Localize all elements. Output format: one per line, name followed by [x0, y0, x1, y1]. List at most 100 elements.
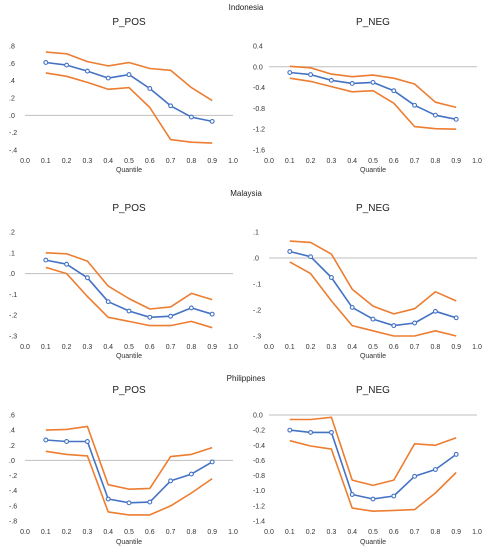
x-tick-label: 0.9: [207, 344, 217, 351]
x-tick-label: 0.4: [103, 529, 113, 536]
panel-title: P_NEG: [356, 17, 390, 28]
series-line-upper: [289, 65, 457, 109]
x-axis-label: Quantile: [116, 167, 142, 174]
x-tick-label: 0.0: [264, 158, 274, 165]
x-tick-label: 0.3: [327, 344, 337, 351]
x-tick-label: 0.0: [20, 529, 30, 536]
series-line-lower: [45, 72, 213, 144]
data-point: [412, 102, 418, 108]
y-tick-label: -.2: [253, 308, 261, 315]
data-point: [328, 77, 334, 83]
chart-panel: P_POS .2 .1 .0 -.1 -.2 -.30.0 0.1 0.2 0.3 0.4 0.5 0.…: [9, 203, 238, 360]
x-tick-label: 0.6: [389, 158, 399, 165]
x-axis-label: Quantile: [116, 539, 142, 546]
y-tick-label: .0: [253, 256, 259, 263]
data-point: [209, 118, 215, 124]
x-tick-label: 0.1: [285, 158, 295, 165]
x-tick-label: 0.5: [124, 529, 134, 536]
x-tick-label: 0.8: [187, 529, 197, 536]
data-point: [126, 72, 132, 78]
data-point: [209, 311, 215, 317]
x-tick-label: 0.9: [451, 158, 461, 165]
y-tick-label: .4: [9, 428, 15, 435]
data-point: [64, 261, 70, 267]
x-tick-label: 0.0: [264, 344, 274, 351]
series-line-lower: [289, 439, 457, 513]
data-point: [287, 249, 293, 254]
y-tick-label: -.4: [9, 488, 17, 495]
data-point: [168, 478, 174, 484]
x-axis-label: Quantile: [360, 167, 386, 174]
x-tick-label: 1.0: [472, 158, 482, 165]
y-tick-label: -0.8: [253, 106, 265, 113]
data-point: [126, 308, 132, 314]
series-line-upper: [45, 51, 213, 102]
series-line-estimate: [289, 250, 457, 327]
x-tick-label: 0.3: [327, 529, 337, 536]
x-tick-label: 0.4: [347, 344, 357, 351]
x-tick-label: 0.0: [20, 344, 30, 351]
x-tick-label: 0.5: [124, 158, 134, 165]
data-point: [43, 437, 49, 443]
data-point: [432, 308, 438, 314]
data-point: [391, 323, 397, 329]
data-point: [349, 492, 355, 497]
panel-title: P_NEG: [356, 385, 390, 396]
x-tick-label: 0.2: [306, 158, 316, 165]
data-point: [64, 439, 70, 444]
x-tick-label: 0.0: [20, 158, 30, 165]
data-point: [370, 79, 376, 85]
y-tick-label: .1: [9, 250, 15, 257]
y-tick-label: -1.6: [253, 148, 265, 155]
data-point: [209, 459, 215, 465]
x-tick-label: 0.9: [451, 529, 461, 536]
y-tick-label: .2: [9, 96, 15, 103]
x-axis-label: Quantile: [360, 539, 386, 546]
data-point: [126, 500, 132, 506]
x-tick-label: 0.5: [124, 344, 134, 351]
y-tick-label: -.2: [9, 313, 17, 320]
x-tick-label: 0.7: [166, 158, 176, 165]
y-tick-label: 0.0: [253, 413, 263, 420]
x-tick-label: 0.6: [145, 529, 155, 536]
x-tick-label: 0.3: [327, 158, 337, 165]
x-tick-label: 1.0: [228, 158, 238, 165]
data-point: [412, 320, 418, 326]
data-point: [391, 88, 397, 94]
data-point: [453, 315, 459, 321]
x-tick-label: 0.6: [389, 344, 399, 351]
data-point: [370, 316, 376, 322]
data-point: [168, 103, 174, 109]
group-title-indonesia: Indonesia: [229, 3, 264, 12]
x-tick-label: 0.5: [368, 158, 378, 165]
series-line-estimate: [45, 439, 213, 504]
series-line-estimate: [289, 71, 457, 121]
x-tick-label: 0.7: [410, 344, 420, 351]
series-line-lower: [45, 266, 213, 329]
x-tick-label: 0.2: [62, 529, 72, 536]
x-tick-label: 0.6: [389, 529, 399, 536]
data-point: [328, 275, 334, 280]
x-tick-label: 0.6: [145, 344, 155, 351]
data-point: [308, 429, 314, 435]
data-point: [84, 275, 90, 281]
x-tick-label: 0.7: [410, 529, 420, 536]
data-point: [432, 112, 438, 118]
data-point: [84, 68, 90, 74]
series-line-estimate: [45, 61, 213, 123]
x-tick-label: 0.2: [306, 344, 316, 351]
group-title-philippines: Philippines: [227, 374, 266, 383]
x-tick-label: 0.9: [451, 344, 461, 351]
data-point: [391, 493, 397, 499]
data-point: [188, 114, 194, 120]
x-tick-label: 0.5: [368, 344, 378, 351]
y-tick-label: .0: [9, 113, 15, 120]
data-point: [43, 257, 49, 263]
chart-panel: P_NEG 0.0 -0.2 -0.4 -0.6 -0.8 -1.0 -1.2 -1.4 0.0 0…: [253, 385, 482, 546]
x-tick-label: 0.1: [41, 529, 51, 536]
y-tick-label: .6: [9, 61, 15, 68]
series-line-lower: [289, 77, 457, 130]
data-point: [328, 429, 334, 435]
x-tick-label: 0.1: [285, 529, 295, 536]
y-tick-label: -1.2: [253, 127, 265, 134]
